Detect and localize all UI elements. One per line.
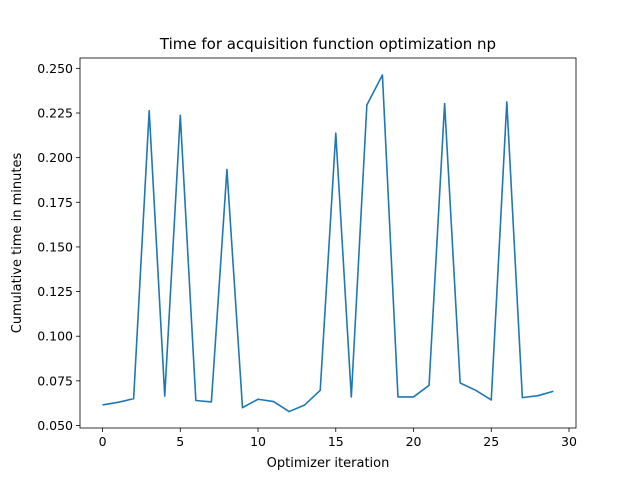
y-tick-label: 0.250 <box>37 61 73 76</box>
x-tick-label: 30 <box>561 434 577 449</box>
x-tick-label: 0 <box>99 434 107 449</box>
x-tick-label: 15 <box>328 434 344 449</box>
x-tick-label: 20 <box>406 434 422 449</box>
y-axis-ticks: 0.050 0.075 0.100 0.125 0.150 0.175 0.200 0.225… <box>37 61 80 433</box>
x-tick-label: 10 <box>250 434 266 449</box>
y-axis-label: Cumulative time in minutes <box>10 153 25 334</box>
y-tick-label: 0.075 <box>37 373 73 388</box>
y-tick-label: 0.200 <box>37 150 73 165</box>
y-tick-label: 0.125 <box>37 284 73 299</box>
y-tick-label: 0.150 <box>37 239 73 254</box>
y-tick-label: 0.100 <box>37 329 73 344</box>
y-tick-label: 0.050 <box>37 418 73 433</box>
x-axis-label: Optimizer iteration <box>267 456 390 471</box>
plot-frame <box>79 57 577 429</box>
x-tick-label: 5 <box>176 434 184 449</box>
chart-title: Time for acquisition function optimizati… <box>159 35 496 53</box>
y-tick-label: 0.225 <box>37 106 73 121</box>
y-tick-label: 0.175 <box>37 195 73 210</box>
x-axis-ticks: 0 5 10 15 20 25 30 <box>99 428 577 449</box>
x-tick-label: 25 <box>483 434 499 449</box>
plot-area <box>80 58 576 428</box>
series-line <box>102 74 554 413</box>
